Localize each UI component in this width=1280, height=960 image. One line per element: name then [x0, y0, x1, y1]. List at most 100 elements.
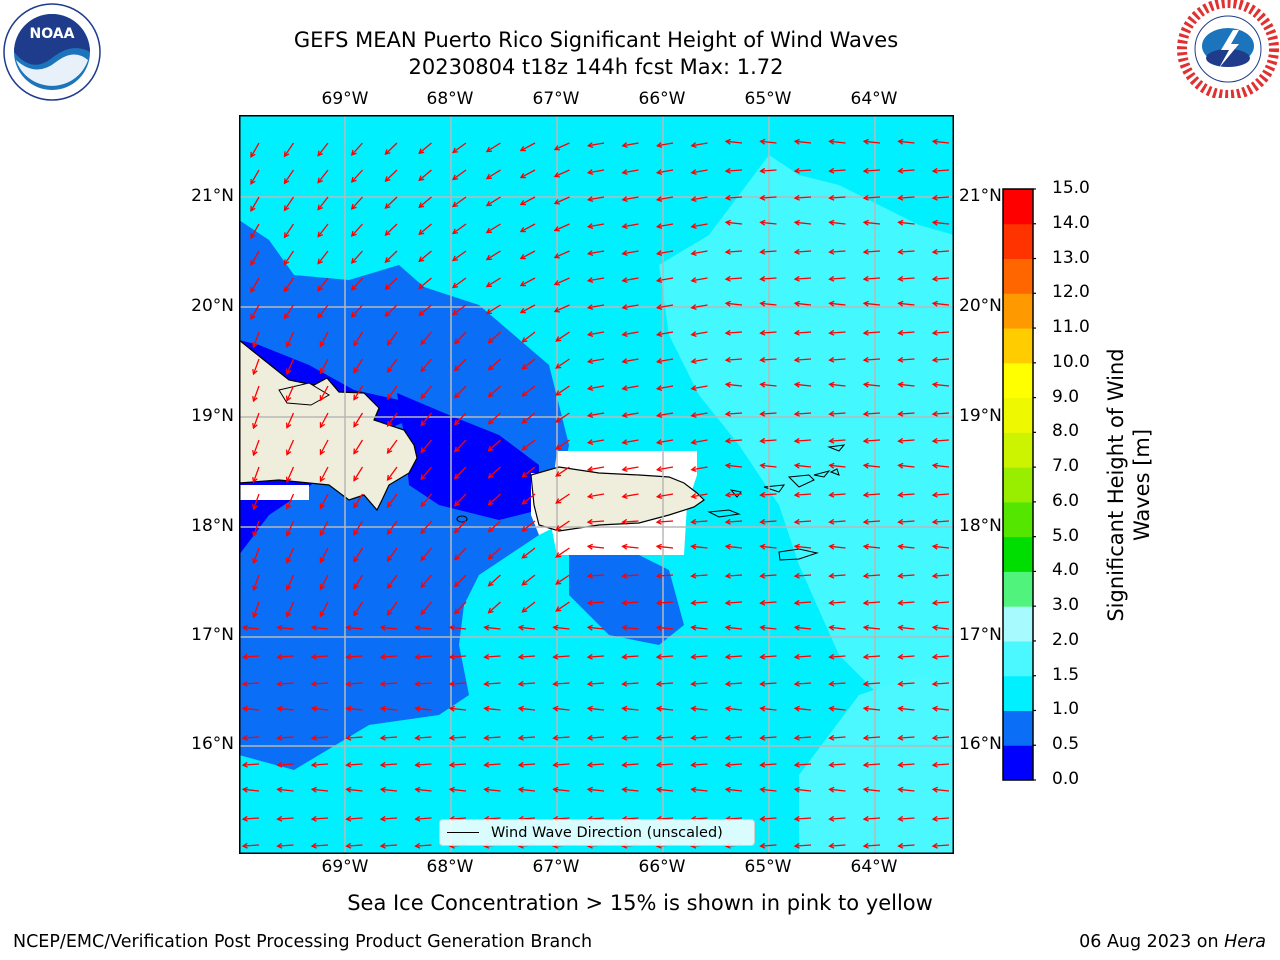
wave-direction-arrowhead [724, 356, 731, 363]
wave-direction-arrowhead [317, 231, 323, 238]
wave-direction-arrowhead [285, 476, 292, 483]
wave-direction-arrow [691, 439, 708, 444]
wave-direction-arrow [385, 277, 398, 290]
wave-direction-arrow [725, 763, 743, 766]
wave-direction-arrow [691, 466, 708, 471]
wave-direction-arrowhead [655, 518, 662, 525]
wave-direction-arrow [898, 358, 915, 361]
wave-direction-arrow [286, 412, 295, 428]
wave-direction-arrowhead [690, 543, 697, 550]
wave-direction-arrow [553, 736, 570, 739]
wave-direction-arrow [351, 169, 363, 183]
wave-direction-arrow [829, 302, 846, 306]
wave-direction-arrow [622, 736, 639, 739]
wave-direction-arrowhead [897, 543, 904, 550]
wave-direction-arrowhead [931, 842, 938, 849]
wave-direction-arrowhead [862, 734, 869, 741]
wave-direction-arrowhead [552, 734, 559, 741]
wave-direction-arrowhead [586, 572, 593, 579]
wave-direction-arrow [863, 655, 881, 658]
wave-direction-arrowhead [862, 761, 869, 768]
wave-direction-arrow [277, 707, 294, 711]
wave-direction-arrow [760, 844, 777, 847]
colorbar-tick-label: 1.5 [1052, 664, 1080, 685]
wave-direction-arrow [898, 277, 915, 280]
wave-direction-arrow [795, 221, 812, 225]
wave-direction-arrow [622, 601, 639, 604]
wave-direction-arrow [863, 196, 881, 199]
wave-direction-arrow [488, 574, 501, 587]
wave-direction-arrow [898, 763, 915, 766]
wave-direction-arrow [725, 412, 743, 415]
legend-line-swatch [447, 832, 479, 833]
wave-direction-arrow [252, 331, 260, 348]
wave-direction-arrowhead [655, 761, 662, 768]
st-croix-island [778, 548, 819, 561]
lon-label-bottom: 65°W [744, 857, 792, 877]
wave-direction-arrow [380, 682, 398, 685]
wave-direction-arrowhead [931, 543, 938, 550]
wave-direction-arrow [933, 545, 950, 549]
wave-direction-arrow [622, 331, 639, 336]
wave-direction-arrow [829, 331, 846, 334]
wave-direction-arrowhead [379, 786, 386, 793]
wave-direction-arrow [898, 221, 915, 225]
wave-direction-arrow [622, 707, 639, 711]
wave-direction-arrow [864, 626, 881, 630]
wave-direction-arrow [520, 196, 536, 206]
wave-direction-arrow [553, 763, 570, 766]
wave-direction-arrow [760, 439, 777, 442]
wave-direction-arrow [691, 169, 708, 174]
wave-direction-arrow [794, 574, 812, 577]
wave-direction-arrow [587, 817, 605, 820]
wave-direction-arrow [346, 844, 363, 847]
wave-direction-arrow [760, 302, 777, 306]
wave-direction-arrowhead [586, 169, 594, 175]
wave-direction-arrow [484, 763, 501, 766]
wave-direction-arrowhead [487, 337, 494, 344]
wave-direction-arrow [932, 250, 950, 253]
wave-direction-arrow [277, 763, 294, 766]
wave-direction-arrow [863, 412, 881, 415]
wave-direction-arrowhead [897, 599, 904, 606]
wave-direction-arrowhead [759, 491, 766, 498]
wave-direction-arrowhead [353, 583, 359, 590]
wave-direction-arrowhead [521, 526, 528, 532]
lat-label-right: 20°N [959, 296, 1002, 316]
wave-direction-arrowhead [931, 381, 938, 388]
wave-direction-arrowhead [690, 653, 697, 660]
wave-direction-arrow [656, 736, 674, 739]
wave-direction-arrow [588, 385, 605, 390]
wave-direction-arrowhead [621, 543, 628, 550]
colorbar-label: Significant Height of Wind Waves [m] [1103, 348, 1155, 621]
wave-direction-arrowhead [379, 680, 386, 687]
wave-direction-arrowhead [485, 281, 492, 288]
map-title: GEFS MEAN Puerto Rico Significant Height… [293, 28, 899, 52]
wave-direction-arrow [312, 788, 329, 792]
wave-direction-arrow [863, 493, 881, 496]
wave-direction-arrow [351, 196, 363, 210]
wave-direction-arrow [794, 763, 812, 766]
wave-direction-arrowhead [862, 491, 869, 498]
wave-direction-arrowhead [655, 277, 663, 283]
wave-direction-arrowhead [418, 283, 425, 290]
wave-direction-arrowhead [485, 200, 492, 207]
wave-direction-arrowhead [420, 366, 427, 373]
wave-direction-arrowhead [897, 167, 904, 174]
wave-direction-arrowhead [448, 653, 455, 660]
wave-direction-arrowhead [828, 786, 835, 793]
wave-direction-arrow [726, 221, 743, 225]
wave-direction-arrow [760, 601, 777, 604]
wave-direction-arrowhead [828, 842, 835, 849]
wave-direction-arrow [319, 601, 329, 617]
wave-direction-arrowhead [345, 815, 352, 822]
wave-direction-arrow [622, 493, 639, 498]
wave-direction-arrowhead [586, 705, 593, 712]
wave-direction-arrow [452, 304, 467, 315]
wave-direction-arrowhead [285, 395, 292, 402]
wave-direction-arrowhead [319, 395, 326, 402]
wave-direction-arrowhead [931, 624, 938, 631]
wave-direction-arrow [933, 464, 950, 468]
wave-direction-arrow [415, 736, 432, 739]
wave-direction-arrowhead [319, 503, 326, 510]
